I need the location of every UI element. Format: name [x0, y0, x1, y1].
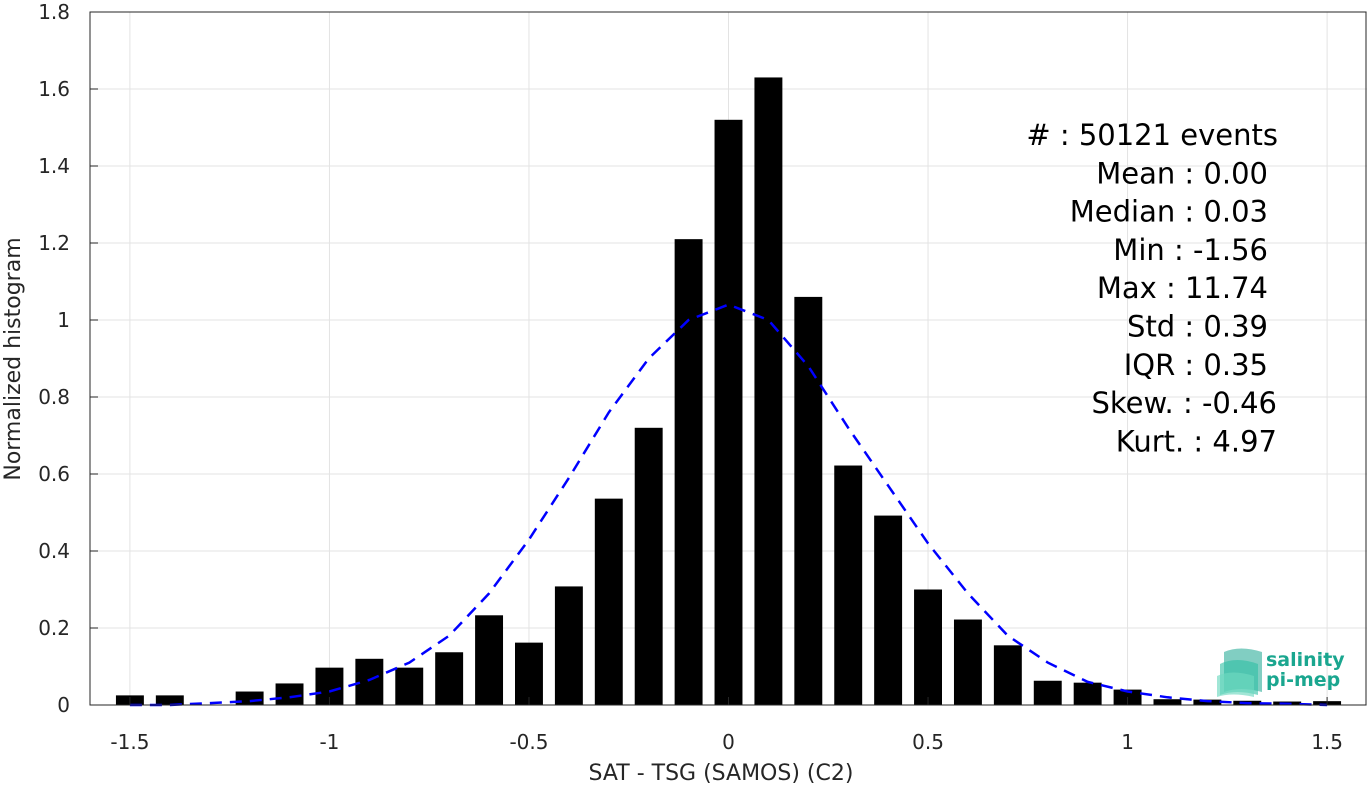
- histogram-bar: [714, 119, 743, 706]
- histogram-bar: [1073, 682, 1102, 705]
- histogram-bar: [235, 691, 264, 705]
- stat-line-7: Skew. : -0.46: [1091, 386, 1277, 420]
- y-axis-ticks: 0 0.2 0.4 0.6 0.8 1 1.2 1.4 1.6 1.8: [38, 0, 98, 717]
- logo-line1: salinity: [1266, 649, 1345, 671]
- x-tick-label: 0.5: [912, 730, 944, 754]
- histogram-bar: [674, 239, 703, 705]
- histogram-bar: [634, 427, 663, 705]
- stat-line-1: Mean : 0.00: [1096, 156, 1268, 190]
- histogram-bar: [594, 498, 623, 705]
- y-tick-label: 1.8: [38, 0, 70, 24]
- stat-line-0: # : 50121 events: [1026, 118, 1278, 152]
- y-tick-label: 1.2: [38, 231, 70, 255]
- histogram-bar: [754, 77, 783, 705]
- stat-line-3: Min : -1.56: [1113, 233, 1268, 267]
- waves-logo-icon: [1217, 648, 1262, 697]
- normal-fit-line: [129, 303, 1328, 707]
- stat-line-4: Max : 11.74: [1097, 271, 1268, 305]
- histogram-bar: [1033, 680, 1062, 705]
- histogram-bar: [874, 515, 903, 705]
- y-tick-label: 1.6: [38, 77, 70, 101]
- x-tick-label: 0: [722, 730, 735, 754]
- logo-line2: pi-mep: [1266, 669, 1340, 691]
- histogram-bar: [355, 658, 384, 705]
- y-axis-label: Normalized histogram: [1, 237, 26, 480]
- salinity-pi-mep-logo: salinity pi-mep: [1217, 648, 1345, 697]
- y-tick-label: 1.4: [38, 154, 70, 178]
- histogram-bar: [914, 589, 942, 705]
- histogram-bar: [554, 586, 583, 705]
- x-axis-ticks: -1.5 -1 -0.5 0 0.5 1 1.5: [110, 697, 1343, 754]
- statistics-legend: # : 50121 events Mean : 0.00 Median : 0.03…: [1026, 118, 1278, 458]
- histogram-bar: [834, 465, 863, 705]
- y-tick-label: 0: [57, 693, 70, 717]
- histogram-bar: [435, 652, 464, 705]
- y-tick-label: 0.2: [38, 616, 70, 640]
- histogram-bar: [275, 683, 304, 705]
- x-tick-label: -0.5: [509, 730, 548, 754]
- x-tick-label: -1: [319, 730, 339, 754]
- histogram-bar: [993, 645, 1022, 705]
- histogram-bar: [794, 296, 823, 705]
- y-tick-label: 0.4: [38, 539, 70, 563]
- histogram-bar: [953, 619, 982, 705]
- x-tick-label: 1.5: [1311, 730, 1343, 754]
- y-tick-label: 0.8: [38, 385, 70, 409]
- histogram-bar: [395, 667, 424, 705]
- x-tick-label: 1: [1121, 730, 1134, 754]
- histogram-bar: [1153, 699, 1182, 705]
- histogram-bar: [155, 695, 184, 705]
- y-tick-label: 1: [57, 308, 70, 332]
- x-axis-label: SAT - TSG (SAMOS) (C2): [589, 761, 854, 785]
- histogram-bar: [475, 615, 504, 705]
- stat-line-2: Median : 0.03: [1070, 195, 1268, 229]
- stat-line-5: Std : 0.39: [1127, 310, 1268, 344]
- stat-line-8: Kurt. : 4.97: [1116, 424, 1277, 458]
- histogram-bar: [515, 642, 543, 705]
- y-tick-label: 0.6: [38, 462, 70, 486]
- stat-line-6: IQR : 0.35: [1124, 348, 1268, 382]
- x-tick-label: -1.5: [110, 730, 149, 754]
